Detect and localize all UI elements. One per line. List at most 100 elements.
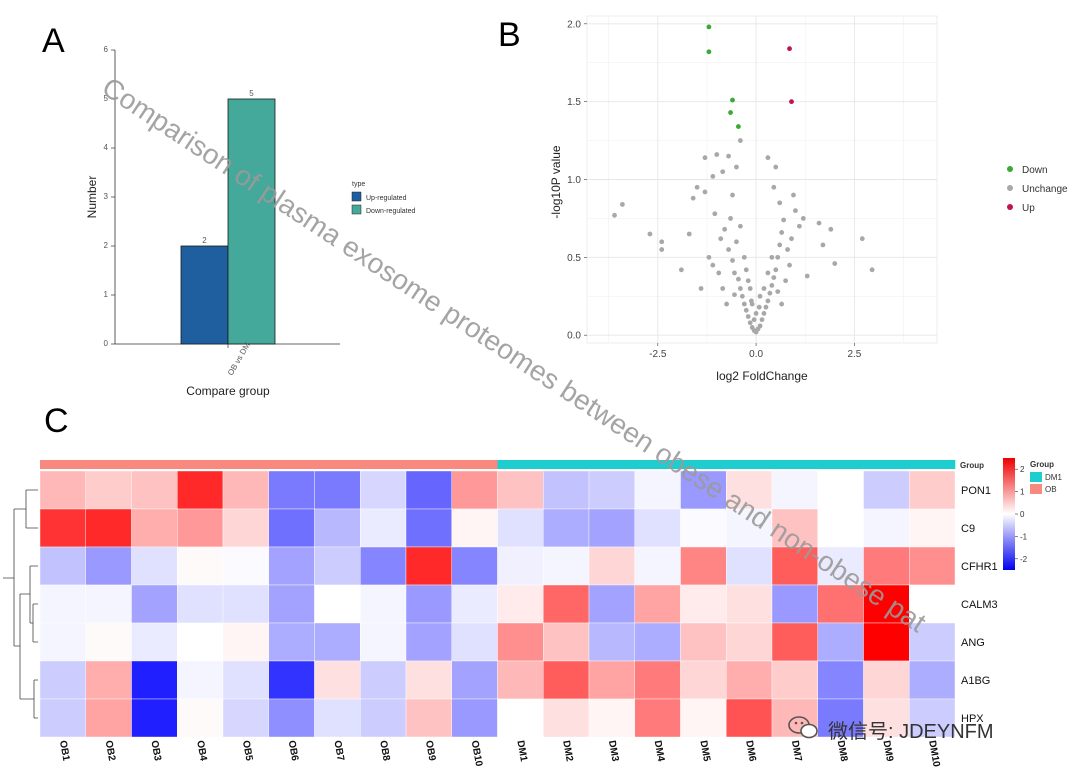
heatmap-cell bbox=[314, 622, 361, 662]
volcano-point-unchange bbox=[832, 261, 838, 266]
group-cell-ob bbox=[223, 460, 270, 469]
heatmap-cell bbox=[863, 584, 910, 624]
volcano-point-unchange bbox=[659, 239, 665, 245]
volcano-x-tick-label: -2.5 bbox=[649, 349, 667, 360]
volcano-point-unchange bbox=[686, 231, 692, 237]
heatmap-cell bbox=[268, 698, 315, 738]
volcano-point-down bbox=[728, 110, 733, 115]
volcano-point-unchange bbox=[712, 211, 718, 217]
volcano-point-unchange bbox=[753, 311, 759, 316]
heatmap-column-label: DM2 bbox=[560, 740, 575, 763]
volcano-point-unchange bbox=[804, 273, 810, 279]
heatmap-cell bbox=[39, 470, 86, 510]
heatmap-cell bbox=[497, 698, 544, 738]
volcano-point-unchange bbox=[777, 200, 783, 206]
heatmap-cell bbox=[314, 470, 361, 510]
heatmap-cell bbox=[863, 698, 910, 738]
heatmap-cell bbox=[360, 508, 407, 548]
volcano-point-unchange bbox=[702, 189, 708, 195]
bar-y-ticks: 0 1 2 3 4 5 6 bbox=[104, 45, 115, 348]
group-cell-dm bbox=[497, 460, 544, 469]
heatmap-cell bbox=[771, 470, 818, 510]
group-cell-ob bbox=[268, 460, 315, 469]
heatmap-cell bbox=[543, 660, 590, 700]
group-cell-dm bbox=[543, 460, 590, 469]
volcano-point-unchange bbox=[800, 216, 806, 221]
heatmap-cell bbox=[726, 546, 773, 586]
legend-label-unchange: Unchange bbox=[1022, 184, 1068, 195]
heatmap-cell bbox=[85, 698, 132, 738]
heatmap-row-label: C9 bbox=[961, 523, 975, 535]
volcano-point-unchange bbox=[726, 153, 731, 159]
color-scale-tick-label: 1 bbox=[1020, 488, 1025, 497]
heatmap-cell bbox=[771, 546, 818, 586]
heatmap-cell bbox=[131, 660, 178, 700]
group-cell-ob bbox=[131, 460, 178, 469]
bar-legend: type Up-regulated Down-regulated bbox=[351, 181, 416, 215]
volcano-y-tick-label: 0.0 bbox=[567, 331, 581, 342]
volcano-point-unchange bbox=[737, 286, 743, 291]
heatmap-cell bbox=[405, 660, 452, 700]
heatmap-color-legend: 2 1 0 -1 -2 bbox=[1003, 458, 1028, 570]
heatmap-cell bbox=[85, 660, 132, 700]
volcano-point-unchange bbox=[869, 267, 875, 273]
bar-y-tick-label: 1 bbox=[104, 290, 109, 299]
wechat-icon bbox=[788, 716, 818, 739]
heatmap-cell bbox=[268, 584, 315, 624]
volcano-point-unchange bbox=[751, 317, 757, 323]
heatmap-cell bbox=[177, 508, 224, 548]
volcano-point-unchange bbox=[789, 236, 794, 242]
volcano-point-unchange bbox=[619, 202, 625, 207]
volcano-point-unchange bbox=[659, 247, 665, 252]
bar-up-regulated bbox=[180, 245, 229, 345]
bar-y-tick-label: 3 bbox=[104, 192, 109, 201]
legend-swatch-up-regulated bbox=[351, 191, 362, 202]
volcano-point-unchange bbox=[775, 289, 781, 295]
heatmap-row-label: A1BG bbox=[961, 675, 990, 687]
volcano-point-unchange bbox=[777, 242, 783, 248]
heatmap-column-label: OB9 bbox=[423, 740, 437, 763]
volcano-point-up bbox=[787, 46, 792, 52]
heatmap-cell bbox=[543, 508, 590, 548]
heatmap-cell bbox=[817, 470, 864, 510]
heatmap-cell bbox=[314, 508, 361, 548]
heatmap-cell bbox=[497, 546, 544, 586]
volcano-point-unchange bbox=[736, 276, 741, 282]
volcano-point-unchange bbox=[718, 236, 724, 242]
dendrogram-branch bbox=[20, 565, 38, 643]
legend-dot-down bbox=[1007, 166, 1013, 172]
heatmap-cell bbox=[771, 584, 818, 624]
volcano-point-unchange bbox=[741, 301, 747, 307]
volcano-point-unchange bbox=[816, 220, 822, 226]
volcano-point-up bbox=[789, 99, 794, 105]
volcano-point-unchange bbox=[743, 267, 749, 273]
heatmap-cell bbox=[405, 584, 452, 624]
heatmap-cell bbox=[360, 660, 407, 700]
heatmap-column-label: OB8 bbox=[377, 740, 391, 763]
heatmap-cell bbox=[268, 660, 315, 700]
heatmap-column-label: OB3 bbox=[148, 740, 162, 763]
heatmap-cell bbox=[177, 470, 224, 510]
color-scale-tick-label: 0 bbox=[1020, 510, 1025, 519]
heatmap-cell bbox=[405, 698, 452, 738]
group-cell-dm bbox=[909, 460, 956, 469]
heatmap-column-label: DM4 bbox=[652, 740, 667, 763]
heatmap-cell bbox=[543, 584, 590, 624]
volcano-point-unchange bbox=[737, 223, 743, 229]
color-scale-tick-label: 2 bbox=[1020, 465, 1025, 474]
heatmap-cell bbox=[360, 622, 407, 662]
heatmap-cell bbox=[222, 470, 269, 510]
heatmap-cell bbox=[85, 622, 132, 662]
heatmap-cell bbox=[680, 622, 727, 662]
heatmap-cell bbox=[634, 470, 681, 510]
volcano-y-axis-title: -log10P value bbox=[549, 145, 563, 218]
legend-label-ob: OB bbox=[1045, 485, 1057, 494]
volcano-point-unchange bbox=[771, 184, 777, 190]
heatmap-cell bbox=[497, 508, 544, 548]
heatmap-column-label: DM8 bbox=[835, 740, 850, 763]
heatmap-cell bbox=[909, 660, 956, 700]
volcano-point-unchange bbox=[724, 301, 730, 307]
heatmap-cell bbox=[588, 546, 635, 586]
bar-y-tick-label: 4 bbox=[104, 143, 109, 152]
